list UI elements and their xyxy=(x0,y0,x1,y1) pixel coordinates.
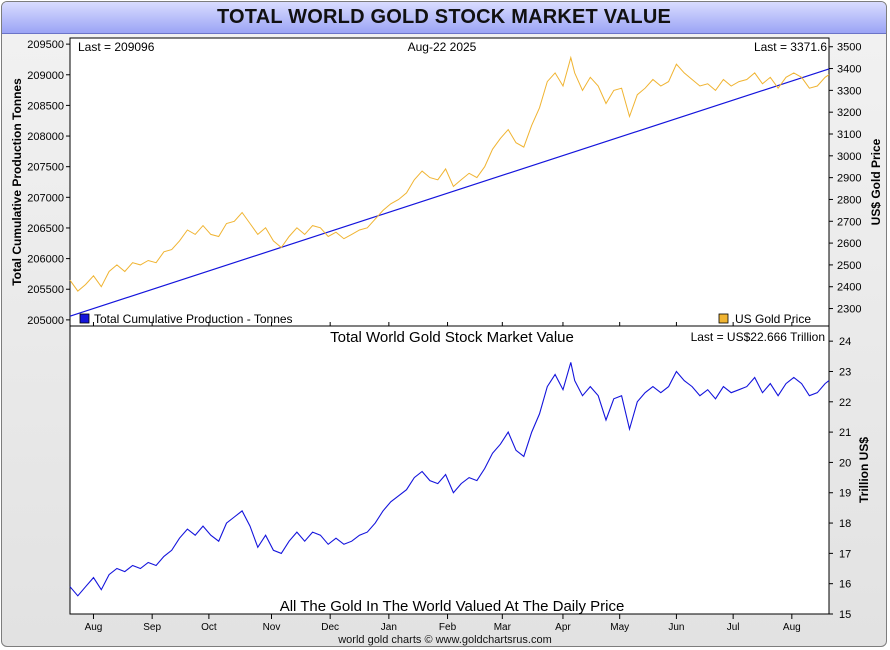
left-axis-tick-label: 206000 xyxy=(27,254,64,266)
right-axis-tick-label: 2400 xyxy=(837,282,861,294)
right-axis-tick-label: 3100 xyxy=(837,129,861,141)
value-axis-tick-label: 24 xyxy=(839,336,851,348)
left-axis-tick-label: 207000 xyxy=(27,192,64,204)
production-legend-swatch xyxy=(79,313,90,324)
market-value-subtitle: All The Gold In The World Valued At The … xyxy=(280,598,625,615)
month-label: Jan xyxy=(381,622,397,633)
month-label: Dec xyxy=(321,622,339,633)
top-plot-area xyxy=(69,37,830,327)
right-axis-tick-label: 2600 xyxy=(837,238,861,250)
left-axis-tick-label: 205500 xyxy=(27,284,64,296)
month-label: Oct xyxy=(201,622,217,633)
value-axis-tick-label: 17 xyxy=(839,548,851,560)
month-label: Jul xyxy=(727,622,740,633)
value-axis-tick-label: 23 xyxy=(839,366,851,378)
right-axis-tick-label: 3400 xyxy=(837,64,861,76)
right-axis-tick-label: 3300 xyxy=(837,85,861,97)
production-series-line xyxy=(69,68,830,317)
value-axis-tick-label: 19 xyxy=(839,488,851,500)
left-axis-tick-label: 209000 xyxy=(27,70,64,82)
month-label: Nov xyxy=(263,622,281,633)
right-axis-tick-label: 3000 xyxy=(837,151,861,163)
last-production-label: Last = 209096 xyxy=(78,40,155,54)
left-axis-tick-label: 207500 xyxy=(27,162,64,174)
chart-banner-title: TOTAL WORLD GOLD STOCK MARKET VALUE xyxy=(2,2,886,34)
left-axis-tick-label: 205000 xyxy=(27,315,64,327)
market-value-series-line xyxy=(69,362,830,597)
bottom-plot-area xyxy=(69,325,830,615)
gold-price-legend-label: US Gold Price xyxy=(735,312,811,326)
right-axis-title: US$ Gold Price xyxy=(869,138,883,225)
footer-credit: world gold charts © www.goldchartsrus.co… xyxy=(338,634,552,646)
left-axis-tick-label: 208500 xyxy=(27,100,64,112)
production-legend-label: Total Cumulative Production - Tonnes xyxy=(94,312,293,326)
value-axis-tick-label: 18 xyxy=(839,518,851,530)
right-axis-tick-label: 2500 xyxy=(837,260,861,272)
right-axis-tick-label: 2900 xyxy=(837,173,861,185)
last-gold-price-label: Last = 3371.6 xyxy=(754,40,827,54)
value-axis-tick-label: 16 xyxy=(839,579,851,591)
date-label: Aug-22 2025 xyxy=(408,40,477,54)
gold-price-legend-swatch xyxy=(718,313,729,324)
month-label: Sep xyxy=(143,622,161,633)
gold-price-series-line xyxy=(69,55,830,292)
right-axis-tick-label: 2300 xyxy=(837,304,861,316)
right-axis-tick-label: 3200 xyxy=(837,107,861,119)
month-label: Apr xyxy=(555,622,571,633)
right-axis-tick-label: 2700 xyxy=(837,216,861,228)
left-axis-tick-label: 206500 xyxy=(27,223,64,235)
value-axis-tick-label: 21 xyxy=(839,427,851,439)
market-value-title: Total World Gold Stock Market Value xyxy=(330,329,574,346)
value-axis-title: Trillion US$ xyxy=(857,437,871,503)
right-axis-tick-label: 2800 xyxy=(837,194,861,206)
value-axis-tick-label: 20 xyxy=(839,457,851,469)
month-label: Mar xyxy=(494,622,512,633)
left-axis-tick-label: 209500 xyxy=(27,39,64,51)
value-axis-tick-label: 15 xyxy=(839,609,851,621)
month-label: Aug xyxy=(85,622,103,633)
value-axis-tick-label: 22 xyxy=(839,397,851,409)
last-market-value-label: Last = US$22.666 Trillion xyxy=(691,330,825,344)
month-label: Jun xyxy=(668,622,684,633)
month-label: Aug xyxy=(783,622,801,633)
right-axis-tick-label: 3500 xyxy=(837,42,861,54)
month-label: May xyxy=(610,622,629,633)
left-axis-title: Total Cumulative Production Tonnes xyxy=(10,78,24,286)
left-axis-tick-label: 208000 xyxy=(27,131,64,143)
month-label: Feb xyxy=(439,622,457,633)
